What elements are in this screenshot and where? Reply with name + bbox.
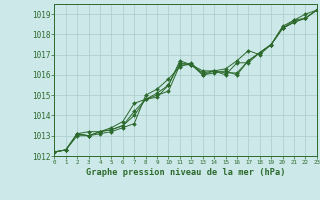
X-axis label: Graphe pression niveau de la mer (hPa): Graphe pression niveau de la mer (hPa) xyxy=(86,168,285,177)
